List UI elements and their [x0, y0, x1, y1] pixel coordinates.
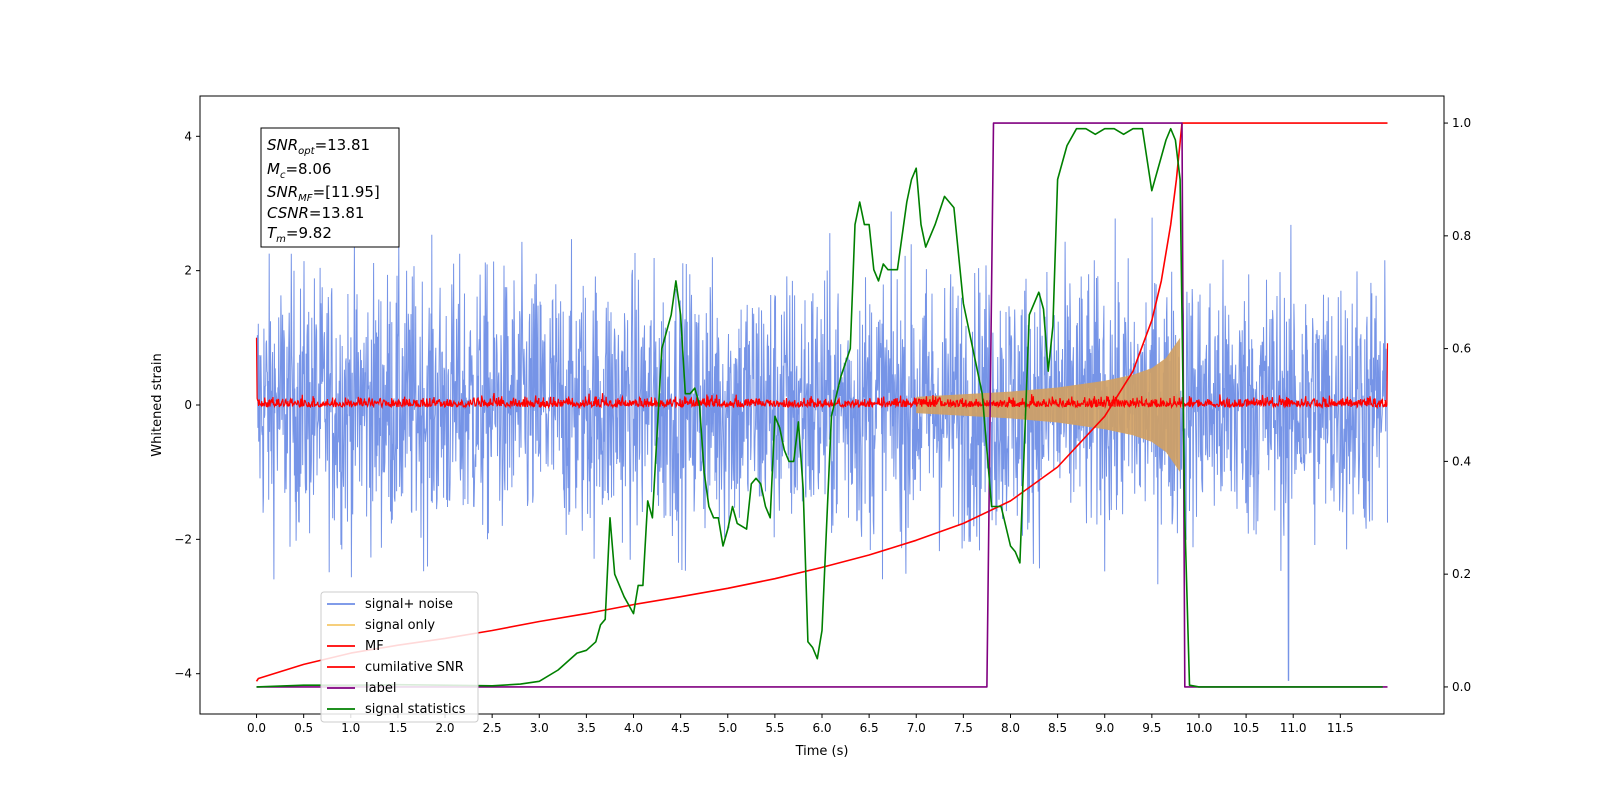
x-tick-label: 7.5 — [954, 721, 973, 735]
y-right-tick-label: 1.0 — [1452, 116, 1471, 130]
y-right-tick-label: 0.2 — [1452, 567, 1471, 581]
y-left-tick-label: −2 — [174, 532, 192, 546]
signal-statistics-line — [256, 127, 1383, 688]
y-right-tick-label: 0.6 — [1452, 342, 1471, 356]
legend-entries: signal+ noise signal only MF cumilative SNR… — [327, 597, 466, 717]
annotation-csnr: CSNR=13.81 — [267, 204, 364, 222]
legend-frame — [320, 591, 479, 723]
legend: signal+ noise signal only MF cumilative SNR… — [320, 591, 479, 723]
y-axis-label: Whitened strain — [150, 353, 165, 456]
x-tick-label: 11.0 — [1280, 721, 1307, 735]
legend-label: MF — [365, 639, 384, 654]
x-tick-label: 8.5 — [1048, 721, 1067, 735]
annotation-tm: Tm=9.82 — [267, 224, 332, 245]
annotation-tm-symbol: T — [267, 224, 278, 242]
x-tick-label: 1.5 — [388, 721, 407, 735]
annotation-snr-mf: SNRMF=[11.95] — [267, 183, 380, 204]
x-tick-label: 3.0 — [530, 721, 549, 735]
annotation-box: SNRopt=13.81 Mc=8.06 SNRMF=[11.95] CSNR=… — [260, 127, 400, 248]
signal-noise-series — [256, 211, 1388, 681]
x-tick-label: 3.5 — [577, 721, 596, 735]
x-axis: 0.0 0.5 1.0 1.5 2.0 2.5 3.0 3.5 4.0 4.5 5.0 5.5 6.0 6… — [247, 714, 1354, 735]
legend-label: label — [365, 681, 396, 696]
annotation-snr-opt: SNRopt=13.81 — [267, 136, 370, 157]
annotation-snr-opt-sub: opt — [298, 146, 315, 157]
y-left-tick-label: −4 — [174, 667, 192, 681]
annotation-tm-sub: m — [276, 234, 286, 245]
y-axis-right: 0.0 0.2 0.4 0.6 0.8 1.0 — [1444, 116, 1471, 694]
legend-label: signal only — [365, 618, 435, 633]
annotation-frame — [260, 127, 400, 248]
x-tick-label: 6.5 — [860, 721, 879, 735]
label-line — [256, 122, 1388, 688]
y-left-tick-label: 0 — [184, 398, 192, 412]
y-right-tick-label: 0.8 — [1452, 229, 1471, 243]
x-tick-label: 8.0 — [1001, 721, 1020, 735]
y-axis-left: −4 −2 0 2 4 — [174, 129, 200, 681]
annotation-csnr-symbol: CSNR — [267, 204, 309, 222]
x-tick-label: 9.0 — [1095, 721, 1114, 735]
x-tick-label: 1.0 — [341, 721, 360, 735]
annotation-mc-symbol: M — [267, 160, 280, 178]
x-tick-label: 4.5 — [671, 721, 690, 735]
y-right-tick-label: 0.4 — [1452, 454, 1471, 468]
legend-label: cumilative SNR — [365, 660, 464, 675]
y-left-tick-label: 4 — [184, 129, 192, 143]
x-tick-label: 10.5 — [1233, 721, 1260, 735]
annotation-snr-opt-value: =13.81 — [315, 136, 371, 154]
annotation-snr-opt-symbol: SNR — [267, 136, 298, 154]
x-tick-label: 5.5 — [765, 721, 784, 735]
annotation-mc: Mc=8.06 — [267, 160, 331, 181]
x-tick-label: 4.0 — [624, 721, 643, 735]
x-tick-label: 5.0 — [718, 721, 737, 735]
annotation-mc-value: =8.06 — [285, 160, 331, 178]
legend-label: signal+ noise — [365, 597, 453, 612]
x-tick-label: 2.0 — [435, 721, 454, 735]
x-tick-label: 0.0 — [247, 721, 266, 735]
x-tick-label: 2.5 — [483, 721, 502, 735]
mf-line — [255, 337, 1389, 410]
x-tick-label: 9.5 — [1142, 721, 1161, 735]
y-left-tick-label: 2 — [184, 264, 192, 278]
x-tick-label: 0.5 — [294, 721, 313, 735]
mf-series — [255, 337, 1389, 410]
x-tick-label: 6.0 — [812, 721, 831, 735]
annotation-csnr-value: =13.81 — [309, 204, 365, 222]
annotation-snr-mf-symbol: SNR — [267, 183, 298, 201]
x-tick-label: 7.0 — [907, 721, 926, 735]
y-right-tick-label: 0.0 — [1452, 680, 1471, 694]
x-tick-label: 10.0 — [1186, 721, 1213, 735]
annotation-tm-value: =9.82 — [286, 224, 332, 242]
annotation-snr-mf-value: =[11.95] — [313, 183, 380, 201]
legend-label: signal statistics — [365, 702, 466, 717]
x-tick-label: 11.5 — [1327, 721, 1354, 735]
signal-noise-line — [256, 211, 1388, 681]
annotation-mc-sub: c — [280, 170, 286, 181]
x-axis-label: Time (s) — [795, 744, 849, 759]
annotation-snr-mf-sub: MF — [298, 193, 313, 204]
